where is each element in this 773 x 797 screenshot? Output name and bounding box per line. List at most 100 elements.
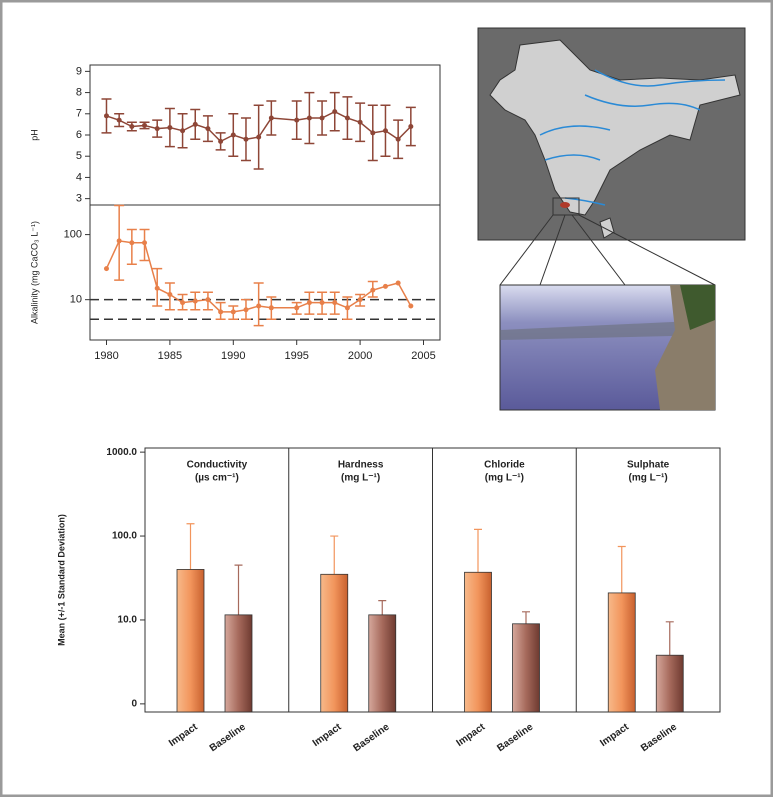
data-point — [180, 300, 186, 306]
error-bar — [186, 523, 195, 570]
data-point — [243, 307, 249, 313]
y-tick-label: 3 — [76, 193, 82, 205]
error-bar — [234, 564, 243, 615]
data-point — [142, 240, 148, 246]
bar — [368, 614, 397, 713]
y-tick-label: 100.0 — [112, 531, 137, 542]
x-tick-label: 1985 — [158, 350, 182, 362]
bar — [512, 623, 540, 713]
data-point — [218, 138, 224, 144]
x-tick-label: Baseline — [495, 721, 535, 754]
data-point — [294, 117, 300, 123]
y-axis-label: Alkalinity (mg CaCO₃ L⁻¹) — [29, 221, 39, 324]
data-point — [306, 115, 312, 121]
data-point — [154, 285, 160, 291]
panel-unit: (µs cm⁻¹) — [195, 473, 239, 484]
data-point — [129, 124, 135, 130]
data-point — [408, 124, 414, 130]
error-bar — [378, 600, 387, 615]
data-point — [382, 128, 388, 134]
x-tick-label: Impact — [455, 721, 488, 749]
y-tick-label: 9 — [76, 65, 82, 77]
error-bar — [522, 611, 530, 624]
data-point — [205, 297, 211, 303]
data-point — [154, 126, 160, 132]
x-tick-label: 2005 — [411, 350, 435, 362]
x-tick-label: 1990 — [221, 350, 245, 362]
data-point — [256, 134, 262, 140]
bar — [320, 573, 349, 713]
panel-title: Conductivity — [187, 460, 248, 471]
x-tick-label: Impact — [167, 721, 200, 749]
y-tick-label: 1000.0 — [106, 447, 137, 458]
error-bar — [617, 545, 626, 593]
data-point — [218, 309, 224, 315]
x-tick-label: Impact — [311, 721, 344, 749]
error-bar — [330, 535, 339, 575]
bar — [176, 569, 205, 713]
data-point — [268, 305, 274, 311]
data-point — [167, 292, 173, 298]
data-point — [230, 309, 236, 315]
y-axis-label: pH — [29, 129, 39, 141]
data-point — [243, 136, 249, 142]
data-point — [230, 132, 236, 138]
data-point — [332, 300, 338, 306]
panel-title: Sulphate — [627, 460, 670, 471]
map — [477, 27, 746, 286]
y-tick-label: 10.0 — [118, 615, 138, 626]
data-point — [319, 300, 325, 306]
data-point — [129, 240, 135, 246]
data-point — [142, 122, 148, 128]
y-tick-label: 100 — [64, 229, 82, 241]
data-point — [408, 303, 414, 309]
error-bar — [126, 228, 137, 266]
data-point — [395, 280, 401, 286]
data-point — [167, 125, 173, 131]
photo — [499, 284, 716, 411]
data-point — [205, 126, 211, 132]
data-point — [344, 305, 350, 311]
bar — [224, 614, 253, 713]
data-point — [180, 128, 186, 134]
data-point — [357, 297, 363, 303]
x-tick-label: Baseline — [351, 721, 391, 754]
data-point — [294, 305, 300, 311]
data-point — [344, 115, 350, 121]
data-point — [103, 266, 109, 272]
x-tick-label: 1980 — [94, 350, 118, 362]
data-point — [357, 119, 363, 125]
data-point — [268, 115, 274, 121]
panel-title: Hardness — [338, 460, 384, 471]
panel-unit: (mg L⁻¹) — [629, 473, 668, 484]
error-bar — [665, 621, 674, 656]
data-point — [306, 300, 312, 306]
x-tick-label: 1995 — [284, 350, 308, 362]
y-tick-label: 4 — [76, 171, 82, 183]
bar — [655, 654, 684, 713]
x-tick-label: Impact — [598, 721, 631, 749]
y-tick-label: 6 — [76, 129, 82, 141]
y-tick-label: 8 — [76, 86, 82, 98]
data-point — [332, 109, 338, 115]
plot-frame — [89, 204, 441, 341]
data-point — [116, 117, 122, 123]
error-bar — [474, 528, 482, 573]
data-point — [395, 136, 401, 142]
bar — [464, 571, 492, 713]
y-tick-label: 5 — [76, 150, 82, 162]
y-tick-label: 0 — [131, 699, 137, 710]
panel-unit: (mg L⁻¹) — [341, 473, 380, 484]
x-tick-label: 2000 — [348, 350, 372, 362]
data-point — [382, 283, 388, 289]
data-point — [192, 298, 198, 304]
plot-frame — [89, 64, 441, 206]
y-tick-label: 7 — [76, 108, 82, 120]
panel-title: Chloride — [484, 460, 525, 471]
series-line — [105, 240, 412, 313]
data-point — [103, 113, 109, 119]
data-point — [192, 121, 198, 127]
